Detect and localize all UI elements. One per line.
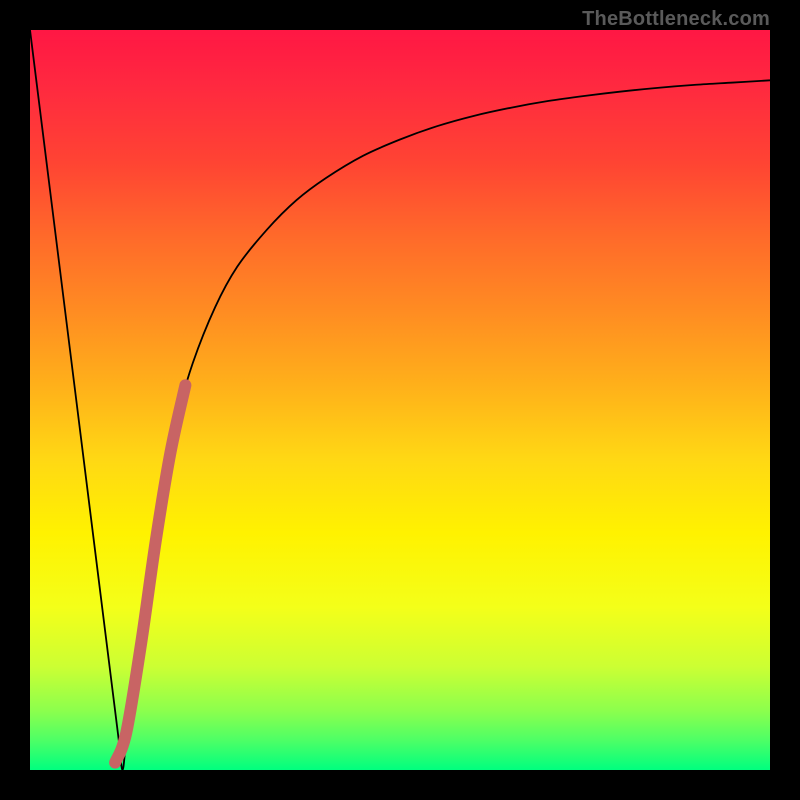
watermark-text: TheBottleneck.com [582,8,770,31]
plot-area [30,30,770,770]
plot-svg [30,30,770,770]
chart-frame: TheBottleneck.com [0,0,800,800]
